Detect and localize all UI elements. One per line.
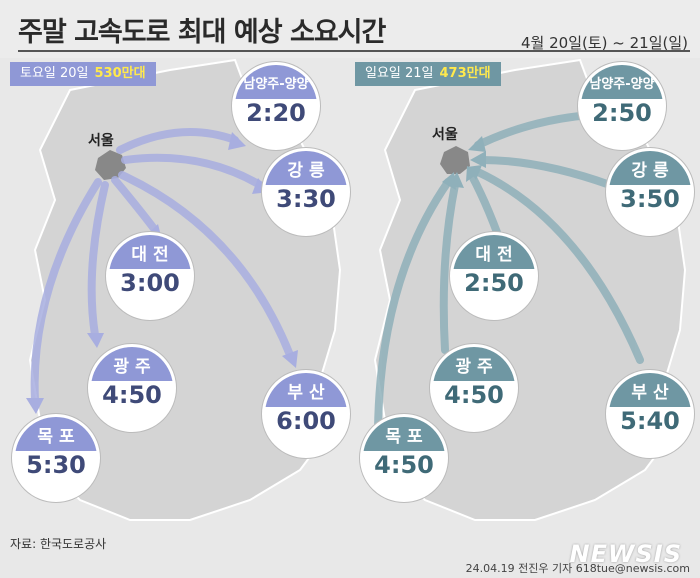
sat-busan-circle: 부 산 6:00 [262,370,350,458]
arrowhead-sat-gwangju [87,333,104,348]
banner-sunday-label: 일요일 21일 [365,66,434,81]
travel-time: 4:50 [444,381,504,410]
arrow-sun-gangneung [478,156,614,189]
sun-busan-circle: 부 산 5:40 [606,370,694,458]
title-divider [18,50,690,52]
travel-time: 2:50 [592,99,652,128]
sat-mokpo-circle: 목 포 5:30 [12,414,100,502]
sat-gangneung-circle: 강 릉 3:30 [262,148,350,236]
arrow-sat-gwangju [87,181,109,339]
origin-label-saturday: 서울 [88,133,114,149]
sun-yangyang-circle: 남양주-양양 2:50 [578,62,666,150]
banner-sunday: 일요일 21일 473만대 [355,62,501,86]
travel-time: 2:50 [464,269,524,298]
arrowhead-sat-busan [282,350,298,368]
seoul-marker-right [440,146,470,174]
arrowhead-sun-busan [467,165,482,180]
arrow-sat-daejeon [111,176,159,234]
banner-saturday: 토요일 20일 530만대 [10,62,156,86]
sat-gwangju-circle: 광 주 4:50 [88,344,176,432]
page-title: 주말 고속도로 최대 예상 소요시간 [18,17,386,48]
travel-time: 5:30 [26,451,86,480]
banner-sunday-value: 473만대 [439,66,491,81]
credit-line: 24.04.19 전진우 기자 618tue@newsis.com [465,562,690,575]
travel-time: 3:50 [620,185,680,214]
arrow-sun-gwangju [439,181,459,354]
arrowhead-sun-yangyang [468,136,486,152]
travel-time: 4:50 [102,381,162,410]
seoul-marker-left [95,150,126,180]
sun-gangneung-circle: 강 릉 3:50 [606,148,694,236]
sun-daejeon-circle: 대 전 2:50 [450,232,538,320]
travel-time: 6:00 [276,407,336,436]
arrowhead-sun-gangneung [470,151,486,168]
arrow-sat-busan [118,171,294,359]
travel-time: 5:40 [620,407,680,436]
travel-time: 3:00 [120,269,180,298]
source-note: 자료: 한국도로공사 [10,537,107,551]
travel-time: 2:20 [246,99,306,128]
arrow-sun-busan [474,168,644,364]
date-range: 4월 20일(토) ~ 21일(일) [521,34,688,52]
arrowhead-sat-yangyang [228,132,246,150]
newsis-logo: NEWSIS [569,540,682,568]
arrowhead-sun-mokpo [442,172,456,190]
travel-time: 3:30 [276,185,336,214]
sun-mokpo-circle: 목 포 4:50 [360,414,448,502]
arrowhead-sat-mokpo [26,398,44,414]
arrow-sat-gangneung [121,153,264,189]
travel-time: 4:50 [374,451,434,480]
header: 주말 고속도로 최대 예상 소요시간 4월 20일(토) ~ 21일(일) [0,0,700,58]
banner-saturday-label: 토요일 20일 [20,66,89,81]
banner-saturday-value: 530만대 [94,66,146,81]
sat-daejeon-circle: 대 전 3:00 [106,232,194,320]
origin-label-sunday: 서울 [432,127,458,143]
arrow-sun-mokpo [374,178,452,434]
arrow-sat-yangyang [116,128,239,154]
arrow-sat-mokpo [30,178,102,404]
sun-gwangju-circle: 광 주 4:50 [430,344,518,432]
sat-yangyang-circle: 남양주-양양 2:20 [232,62,320,150]
arrow-sun-yangyang [474,111,594,149]
